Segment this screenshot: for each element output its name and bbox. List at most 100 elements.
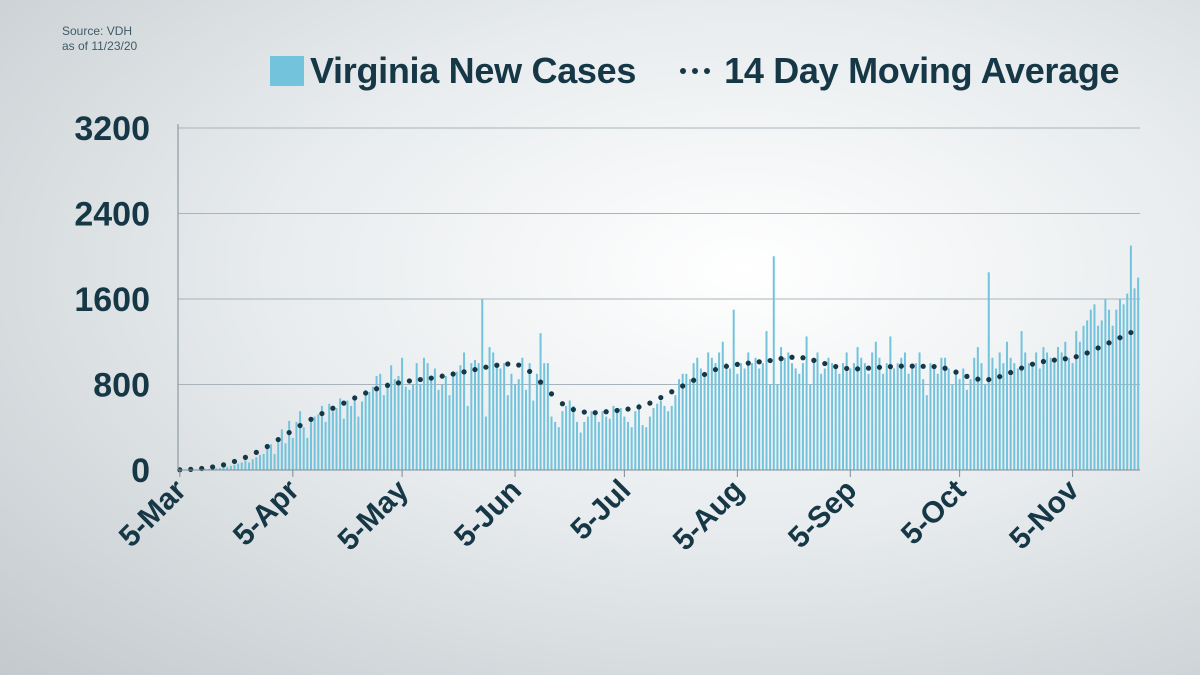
case-bar [900,357,903,470]
case-bar [958,379,961,470]
case-bar [215,468,218,470]
case-bar [481,299,484,470]
average-point [898,363,904,369]
case-bar [747,352,750,470]
case-bar [860,357,863,470]
case-bar [477,363,480,471]
case-bar [688,379,691,470]
case-bar [648,416,651,470]
case-bar [987,272,990,470]
average-point [767,357,773,364]
case-bar [882,373,885,470]
y-tick-label: 0 [131,452,150,490]
case-bar [226,466,229,470]
average-point [833,363,839,370]
average-point [789,354,795,360]
case-bar [495,363,498,471]
case-bar [331,411,334,470]
case-bar [750,363,753,471]
average-point [647,400,653,406]
x-tick-label: 5-Jul [564,474,637,547]
case-bar [936,373,939,470]
case-bar [1075,331,1078,470]
case-bar [590,411,593,470]
case-bar [339,398,342,470]
average-point [494,362,500,368]
y-tick-label: 3200 [74,110,150,148]
average-point [658,394,664,401]
average-point [986,376,992,383]
case-bar [280,429,283,470]
average-point [691,377,697,383]
case-bar [433,368,436,470]
average-point [822,360,828,367]
average-point [330,405,336,411]
y-tick-label: 2400 [74,196,150,234]
case-bar [1060,352,1063,470]
average-point [800,355,806,361]
average-point [406,378,412,384]
average-point [264,443,270,450]
case-bar [969,379,972,470]
case-bar [925,395,928,470]
case-bar [455,371,458,470]
case-bar [1002,363,1005,471]
case-bar [659,400,662,470]
case-bar [1093,304,1096,470]
case-bar [637,403,640,470]
case-bar [721,341,724,470]
case-bar [328,403,331,470]
case-bar [933,368,936,470]
case-bar [710,357,713,470]
case-bar [1097,325,1100,470]
average-point [603,409,609,415]
case-bar [801,363,804,471]
average-point [1106,340,1112,346]
case-bar [444,375,447,470]
case-bar [539,333,542,470]
moving-average-dots [177,329,1134,473]
case-bar [980,363,983,471]
case-bar [255,457,258,470]
case-bar [871,352,874,470]
case-bar [288,420,291,470]
case-bar [1078,341,1081,470]
y-tick-labels: 0 800 1600 2400 3200 [74,110,150,490]
average-point [275,436,281,443]
case-bar [634,411,637,470]
case-bar [1035,352,1038,470]
case-bar [1027,363,1030,471]
case-bar [754,357,757,470]
case-bar [962,368,965,470]
case-bar [222,467,225,470]
case-bar [984,384,987,470]
average-point [997,373,1003,380]
case-bar [823,368,826,470]
gridlines [178,127,1140,385]
average-point [734,361,740,368]
case-bar [572,405,575,471]
case-bar [550,416,553,470]
average-point [472,366,478,373]
case-bar [863,363,866,471]
case-bar [528,363,531,471]
case-bar [557,427,560,470]
average-point [1073,354,1079,360]
case-bar [696,357,699,470]
case-bar [466,405,469,471]
average-point [1117,335,1123,341]
case-bar [510,373,513,470]
case-bar [506,395,509,470]
case-bar [652,408,655,470]
case-bar [670,405,673,471]
case-bar [361,401,364,470]
case-bar [401,357,404,470]
case-bar [441,384,444,470]
case-bar [302,427,305,470]
case-bar [594,414,597,470]
case-bar [965,389,968,470]
average-point [363,390,369,396]
case-bar [907,373,910,470]
case-bar [678,379,681,470]
average-point [341,400,347,406]
